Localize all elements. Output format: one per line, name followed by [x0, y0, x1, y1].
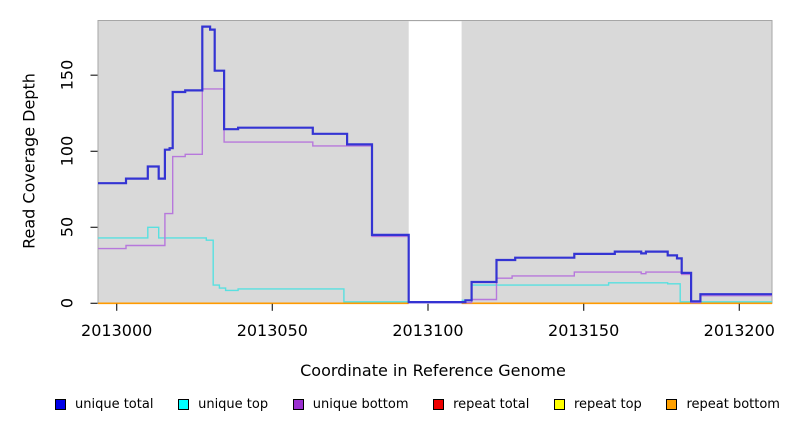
- x-tick-label-2013050: 2013050: [236, 321, 308, 340]
- x-tick-label-2013100: 2013100: [392, 321, 464, 340]
- legend-item-unique-bottom: unique bottom: [292, 397, 409, 412]
- unique-top-swatch-icon: [178, 399, 190, 410]
- legend-label: repeat bottom: [686, 397, 780, 412]
- x-tick-label-2013200: 2013200: [703, 321, 775, 340]
- repeat-total-swatch-icon: [433, 399, 445, 410]
- x-axis-label: Coordinate in Reference Genome: [300, 361, 566, 380]
- legend-label: unique top: [198, 397, 269, 412]
- y-tick-label-0: 0: [57, 298, 77, 309]
- legend-item-repeat-total: repeat total: [433, 397, 529, 412]
- legend-item-unique-top: unique top: [178, 397, 268, 412]
- legend-label: unique total: [75, 397, 154, 412]
- y-axis-label: Read Coverage Depth: [19, 73, 39, 249]
- legend: unique total unique top unique bottom re…: [0, 397, 792, 412]
- legend-item-unique-total: unique total: [55, 397, 153, 412]
- legend-label: repeat top: [574, 397, 642, 412]
- y-tick-label-150: 150: [57, 59, 77, 91]
- unique-total-swatch-icon: [55, 399, 66, 410]
- legend-label: repeat total: [453, 397, 530, 412]
- repeat-top-swatch-icon: [554, 399, 565, 410]
- x-tick-label-2013000: 2013000: [81, 321, 153, 340]
- y-tick-label-100: 100: [57, 135, 77, 167]
- legend-item-repeat-top: repeat top: [554, 397, 642, 412]
- legend-label: unique bottom: [312, 397, 409, 412]
- x-tick-label-2013150: 2013150: [548, 321, 620, 340]
- repeat-bottom-swatch-icon: [666, 399, 678, 410]
- y-tick-label-50: 50: [57, 217, 77, 238]
- unique-bottom-swatch-icon: [292, 399, 304, 410]
- legend-item-repeat-bottom: repeat bottom: [666, 397, 780, 412]
